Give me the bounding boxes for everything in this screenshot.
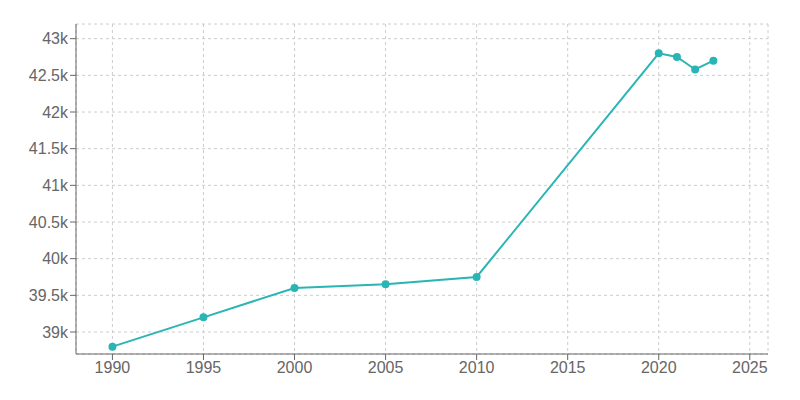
svg-text:42.5k: 42.5k — [29, 67, 69, 84]
svg-text:2005: 2005 — [368, 359, 404, 376]
svg-text:1995: 1995 — [186, 359, 222, 376]
svg-text:41k: 41k — [42, 177, 69, 194]
svg-text:41.5k: 41.5k — [29, 140, 69, 157]
svg-text:42k: 42k — [42, 104, 69, 121]
svg-text:2010: 2010 — [459, 359, 495, 376]
svg-text:39.5k: 39.5k — [29, 287, 69, 304]
svg-text:2025: 2025 — [732, 359, 768, 376]
svg-text:40.5k: 40.5k — [29, 214, 69, 231]
svg-text:2020: 2020 — [641, 359, 677, 376]
svg-text:2015: 2015 — [550, 359, 586, 376]
svg-text:2000: 2000 — [277, 359, 313, 376]
svg-text:1990: 1990 — [95, 359, 131, 376]
svg-text:39k: 39k — [42, 324, 69, 341]
svg-text:40k: 40k — [42, 250, 69, 267]
svg-text:43k: 43k — [42, 30, 69, 47]
